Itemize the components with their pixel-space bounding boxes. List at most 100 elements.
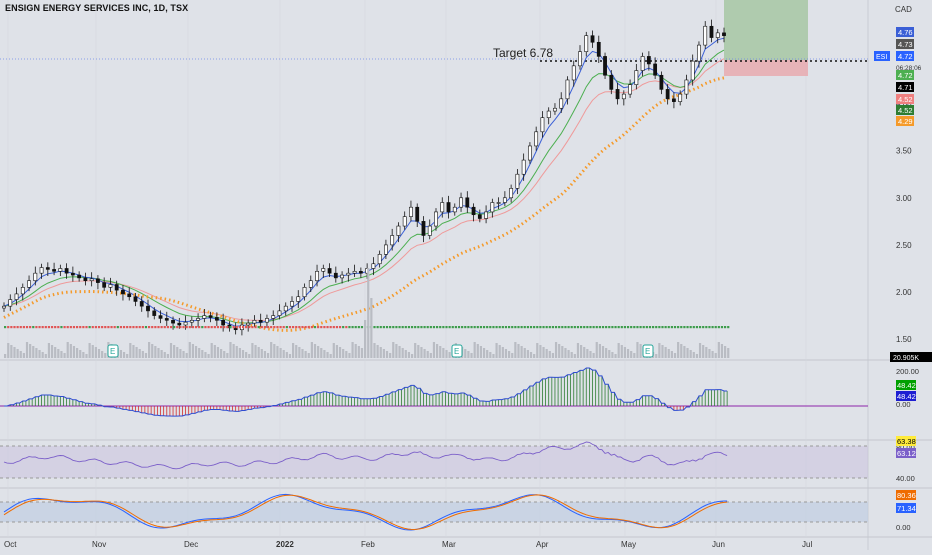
candle-body [127, 293, 132, 298]
price-label-value: 4.72 [898, 52, 913, 61]
volume-bar [126, 354, 129, 358]
signal-dot [611, 326, 614, 329]
candle-body [202, 315, 207, 319]
candle-body [502, 197, 507, 203]
volume-bar [25, 342, 29, 358]
x-tick-label: Jul [802, 540, 812, 549]
volume-bar [720, 344, 724, 358]
signal-dot [586, 326, 589, 329]
signal-dot [116, 326, 119, 329]
volume-bar [326, 352, 329, 358]
volume-bar [614, 354, 617, 358]
volume-bar [295, 345, 298, 358]
signal-dot [338, 326, 342, 329]
volume-bar [680, 344, 683, 358]
candle-body [534, 131, 539, 147]
price-label-value: 4.73 [898, 40, 913, 49]
signal-dot [526, 326, 529, 329]
volume-bar [382, 349, 385, 358]
volume-bar [655, 354, 658, 358]
volume-bar [66, 342, 69, 358]
candle-body [283, 305, 288, 312]
signal-dot [711, 326, 714, 329]
signal-dot [248, 326, 251, 329]
candle-body [14, 293, 19, 300]
candle-body [96, 278, 100, 283]
signal-dot [414, 326, 417, 329]
volume-bar [47, 343, 51, 358]
y-tick-label: 4.00 [896, 100, 912, 109]
volume-bar [586, 349, 589, 358]
candle-body [578, 51, 582, 67]
candle-body [58, 268, 63, 272]
signal-dot [35, 326, 38, 329]
volume-bar [229, 342, 232, 358]
signal-dot [689, 326, 692, 329]
volume-bar [179, 349, 182, 358]
signal-dot [467, 326, 470, 329]
signal-dot [257, 326, 260, 329]
volume-bar [304, 351, 307, 358]
candle-body [596, 41, 601, 57]
volume-bar [88, 343, 91, 358]
candle-body [409, 206, 413, 217]
signal-dot [238, 326, 241, 329]
signal-dot [241, 326, 245, 329]
price-label-badge [896, 39, 914, 49]
signal-dot [476, 326, 479, 329]
signal-dot [617, 326, 620, 329]
signal-dot [151, 326, 154, 329]
candle-body [277, 310, 282, 316]
volume-bar [238, 348, 241, 358]
signal-dot [601, 326, 605, 329]
signal-dot [636, 326, 639, 329]
candle-body [634, 70, 639, 85]
signal-dot [29, 326, 32, 329]
volume-bar [7, 343, 10, 358]
volume-bar [210, 343, 213, 358]
candle-body [653, 63, 658, 76]
candle-body [603, 56, 607, 76]
candle-body [183, 321, 188, 326]
candle-body [471, 206, 476, 216]
stoch-d-line [3, 494, 728, 531]
signal-dot [648, 326, 652, 329]
candle-body [108, 284, 113, 288]
candle-body [321, 268, 326, 272]
signal-dot [270, 326, 273, 329]
signal-dot [154, 326, 157, 329]
signal-dot [332, 326, 335, 329]
signal-dot [658, 326, 661, 329]
signal-dot [313, 326, 317, 329]
volume-bar [101, 351, 104, 358]
signal-dot [360, 326, 364, 329]
signal-dot [279, 326, 282, 329]
signal-dot [276, 326, 279, 329]
signal-dot [517, 326, 520, 329]
candle-body [308, 280, 313, 288]
volume-bar [323, 350, 326, 358]
x-tick-label: Oct [4, 540, 17, 549]
volume-bar [182, 351, 185, 358]
signal-dot [630, 326, 633, 329]
volume-bar [35, 348, 38, 358]
volume-bar [689, 350, 692, 358]
volume-bar [132, 345, 135, 358]
signal-dot [514, 326, 517, 329]
y-tick-label: 3.00 [896, 194, 912, 203]
signal-dot [129, 326, 132, 329]
candle-body [659, 74, 664, 90]
signal-dot [554, 326, 558, 329]
signal-dot [520, 326, 523, 329]
signal-dot [101, 326, 104, 329]
volume-bar [50, 345, 54, 358]
volume-bar [345, 351, 348, 358]
volume-bar [22, 353, 25, 358]
signal-dot [680, 326, 683, 329]
volume-bar [288, 354, 292, 358]
stoch-k-line [3, 493, 728, 531]
signal-dot [76, 326, 79, 329]
x-tick-label: May [621, 540, 636, 549]
